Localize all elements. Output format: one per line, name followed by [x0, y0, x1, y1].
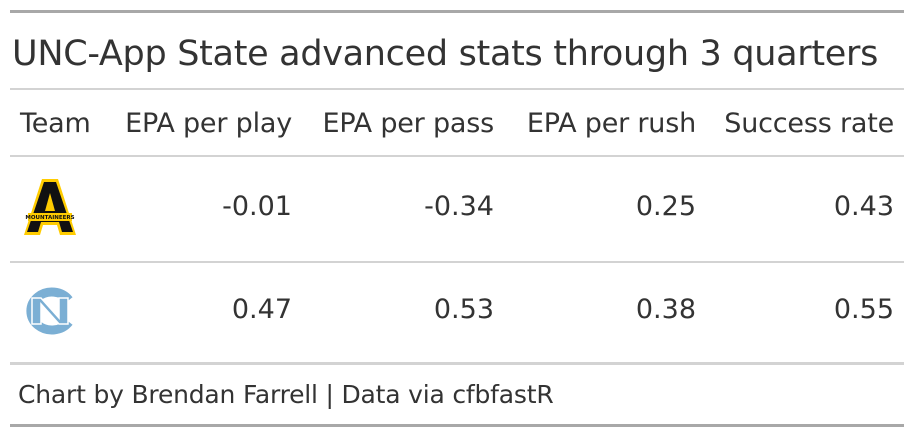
epa-per-pass-value: -0.34	[424, 191, 494, 222]
top-rule	[10, 10, 904, 13]
epa-per-play-value: 0.47	[231, 294, 292, 325]
table-row: MOUNTAINEERS -0.01 -0.34 0.25 0.43	[10, 157, 904, 258]
row-divider	[10, 261, 904, 263]
source-note: Chart by Brendan Farrell | Data via cfbf…	[18, 380, 554, 409]
table-bottom-rule	[10, 362, 904, 365]
success-rate-value: 0.55	[833, 294, 894, 325]
column-header-epa-per-rush: EPA per rush	[526, 108, 696, 139]
table-title: UNC-App State advanced stats through 3 q…	[12, 34, 879, 74]
appalachian-state-logo: MOUNTAINEERS	[24, 179, 76, 235]
column-header-epa-per-pass: EPA per pass	[322, 108, 494, 139]
header-divider	[10, 155, 904, 157]
bottom-rule	[10, 424, 904, 427]
epa-per-play-value: -0.01	[222, 191, 292, 222]
success-rate-value: 0.43	[833, 191, 894, 222]
unc-logo	[26, 287, 73, 335]
epa-per-rush-value: 0.25	[635, 191, 696, 222]
column-header-success-rate: Success rate	[724, 108, 894, 139]
title-divider	[10, 88, 904, 90]
svg-text:MOUNTAINEERS: MOUNTAINEERS	[25, 215, 74, 221]
epa-per-rush-value: 0.38	[635, 294, 696, 325]
table-row: 0.47 0.53 0.38 0.55	[10, 260, 904, 361]
column-header-team: Team	[20, 108, 91, 139]
column-header-epa-per-play: EPA per play	[125, 108, 292, 139]
stats-table: UNC-App State advanced stats through 3 q…	[10, 10, 904, 427]
epa-per-pass-value: 0.53	[433, 294, 494, 325]
